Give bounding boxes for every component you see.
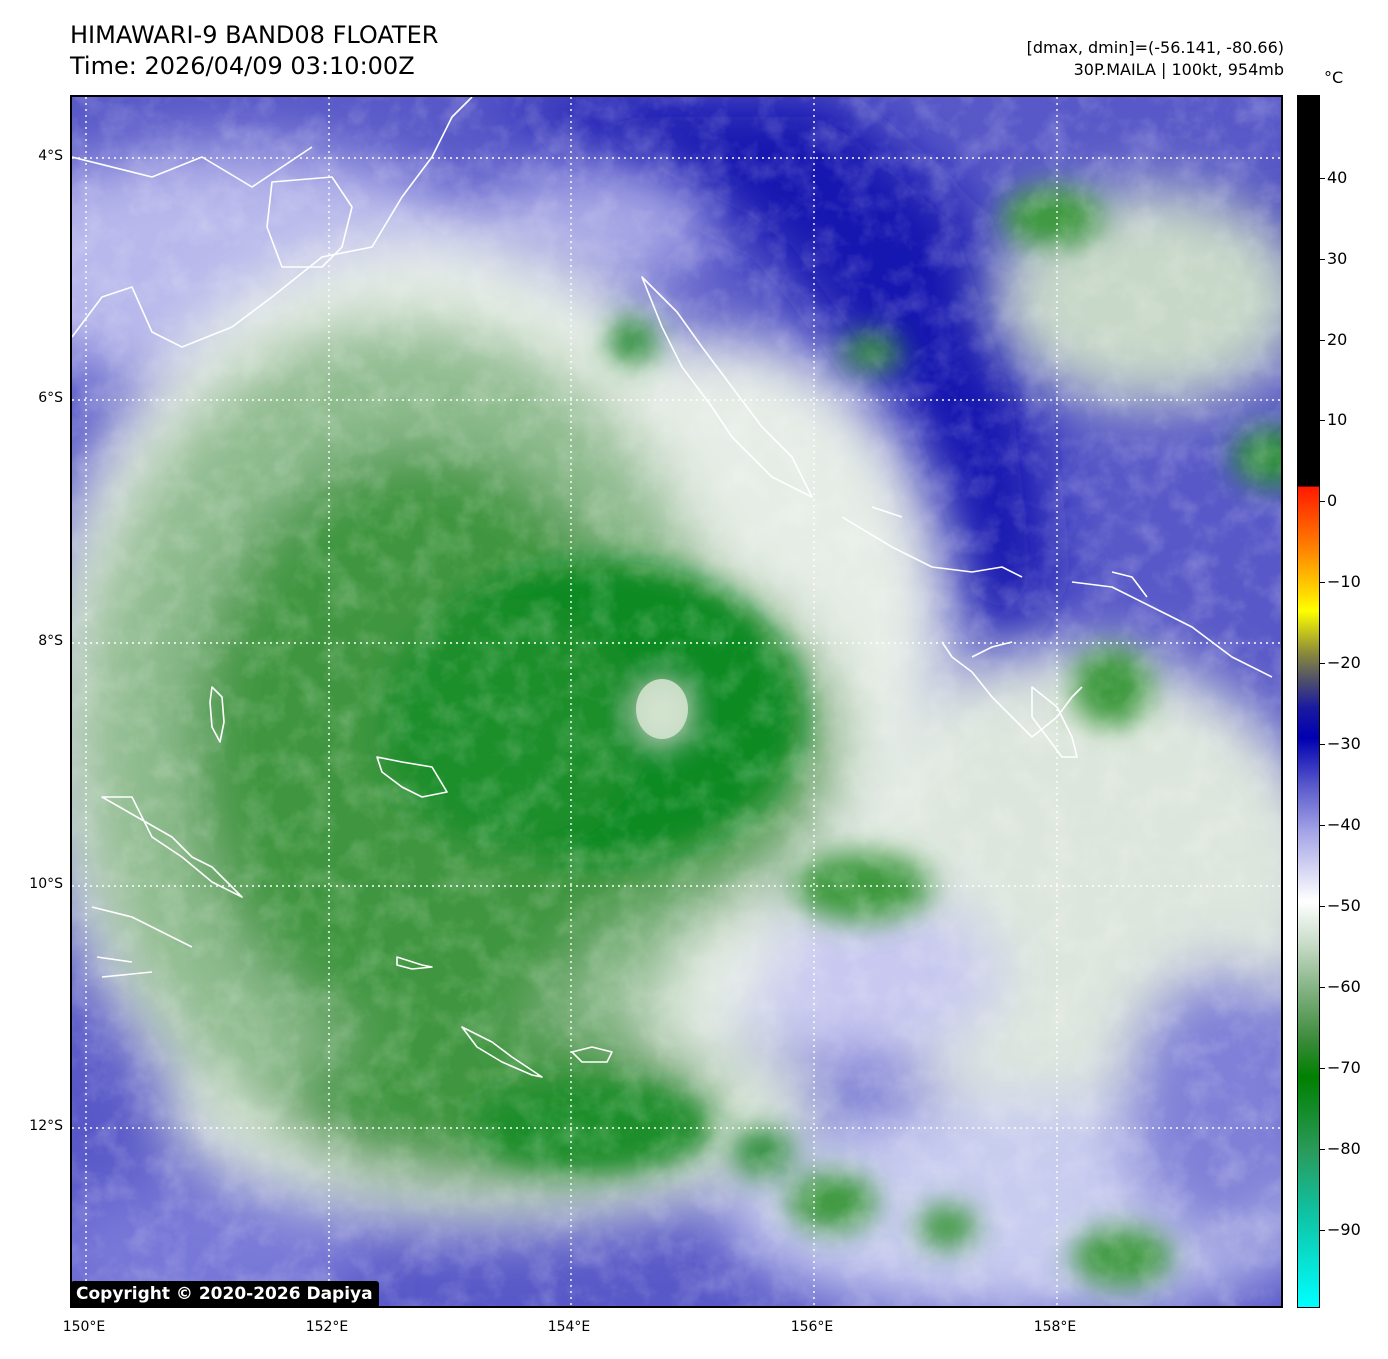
colorbar-label-minus30: −30 (1327, 734, 1361, 753)
colorbar (1297, 95, 1320, 1308)
colorbar-tick (1320, 1230, 1325, 1231)
lon-label-154e: 154°E (547, 1319, 591, 1335)
storm-info-label: 30P.MAILA | 100kt, 954mb (1073, 60, 1284, 79)
lat-label-12s: 12°S (29, 1118, 63, 1134)
colorbar-tick (1320, 1068, 1325, 1069)
colorbar-tick (1320, 501, 1325, 502)
colorbar-label-minus50: −50 (1327, 896, 1361, 915)
colorbar-label-minus40: −40 (1327, 815, 1361, 834)
lon-label-158e: 158°E (1033, 1319, 1077, 1335)
colorbar-tick (1320, 259, 1325, 260)
colorbar-label-40: 40 (1327, 168, 1348, 187)
satellite-imagery-svg (72, 97, 1281, 1306)
colorbar-label-minus70: −70 (1327, 1058, 1361, 1077)
colorbar-tick (1320, 340, 1325, 341)
lon-label-150e: 150°E (62, 1319, 106, 1335)
colorbar-unit: °C (1324, 68, 1344, 87)
lat-label-4s: 4°S (38, 148, 63, 164)
lon-label-156e: 156°E (790, 1319, 834, 1335)
colorbar-label-minus80: −80 (1327, 1139, 1361, 1158)
map-time: Time: 2026/04/09 03:10:00Z (70, 52, 415, 80)
copyright-badge: Copyright © 2020-2026 Dapiya (71, 1281, 379, 1308)
colorbar-label-20: 20 (1327, 330, 1348, 349)
colorbar-tick (1320, 663, 1325, 664)
colorbar-tick (1320, 420, 1325, 421)
satellite-image (70, 95, 1283, 1308)
map-title: HIMAWARI-9 BAND08 FLOATER (70, 21, 439, 49)
lat-label-8s: 8°S (38, 633, 63, 649)
lat-label-10s: 10°S (29, 876, 63, 892)
colorbar-label-minus10: −10 (1327, 572, 1361, 591)
colorbar-tick (1320, 906, 1325, 907)
graticule (72, 97, 1281, 1306)
colorbar-label-minus20: −20 (1327, 653, 1361, 672)
storm-eye (622, 668, 702, 756)
colorbar-tick (1320, 582, 1325, 583)
colorbar-label-30: 30 (1327, 249, 1348, 268)
colorbar-label-minus60: −60 (1327, 977, 1361, 996)
colorbar-tick (1320, 1149, 1325, 1150)
colorbar-tick (1320, 825, 1325, 826)
colorbar-tick (1320, 178, 1325, 179)
lon-label-152e: 152°E (305, 1319, 349, 1335)
coastlines (72, 97, 1273, 1078)
colorbar-label-minus90: −90 (1327, 1220, 1361, 1239)
colorbar-tick (1320, 744, 1325, 745)
colorbar-label-0: 0 (1327, 491, 1338, 510)
colorbar-label-10: 10 (1327, 410, 1348, 429)
colorbar-tick (1320, 987, 1325, 988)
lat-label-6s: 6°S (38, 390, 63, 406)
value-range-label: [dmax, dmin]=(-56.141, -80.66) (1026, 38, 1284, 57)
